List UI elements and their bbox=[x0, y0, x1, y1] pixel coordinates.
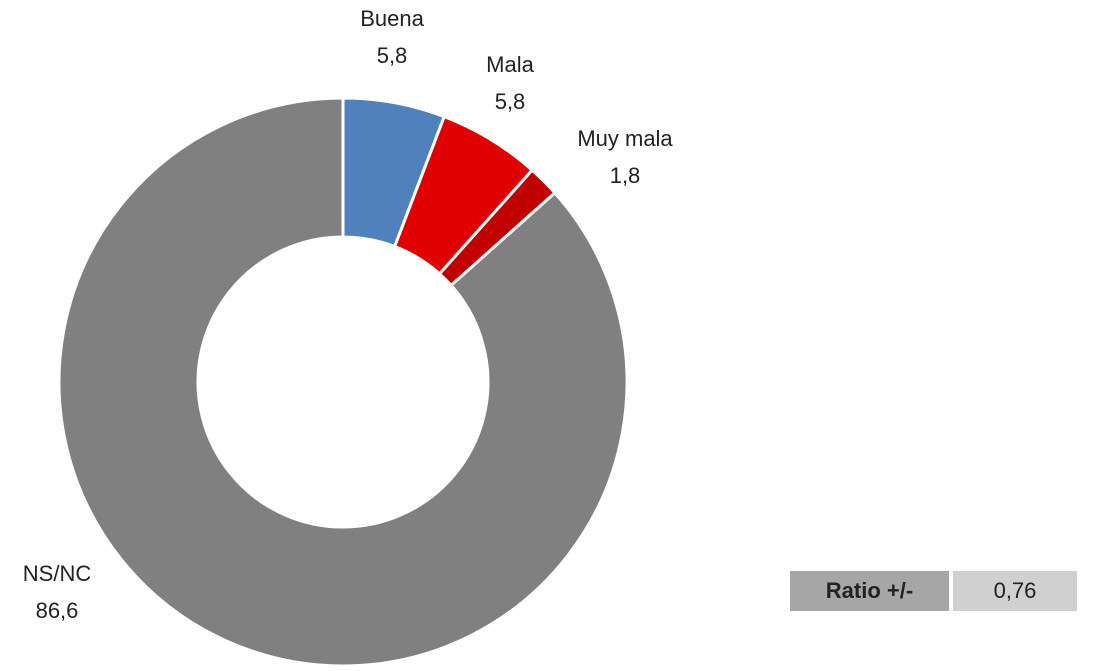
value-label: 1,8 bbox=[610, 163, 641, 188]
category-label: Buena bbox=[360, 6, 424, 31]
value-label: 86,6 bbox=[36, 598, 79, 623]
category-label: Mala bbox=[486, 52, 534, 77]
value-label: 5,8 bbox=[377, 43, 408, 68]
category-label: Muy mala bbox=[577, 126, 673, 151]
category-label: NS/NC bbox=[23, 561, 92, 586]
value-label: 5,8 bbox=[495, 89, 526, 114]
ratio-label: Ratio +/- bbox=[790, 571, 949, 611]
ratio-table: Ratio +/- 0,76 bbox=[790, 571, 1077, 611]
donut-segment bbox=[57, 96, 629, 668]
ratio-value: 0,76 bbox=[953, 571, 1077, 611]
